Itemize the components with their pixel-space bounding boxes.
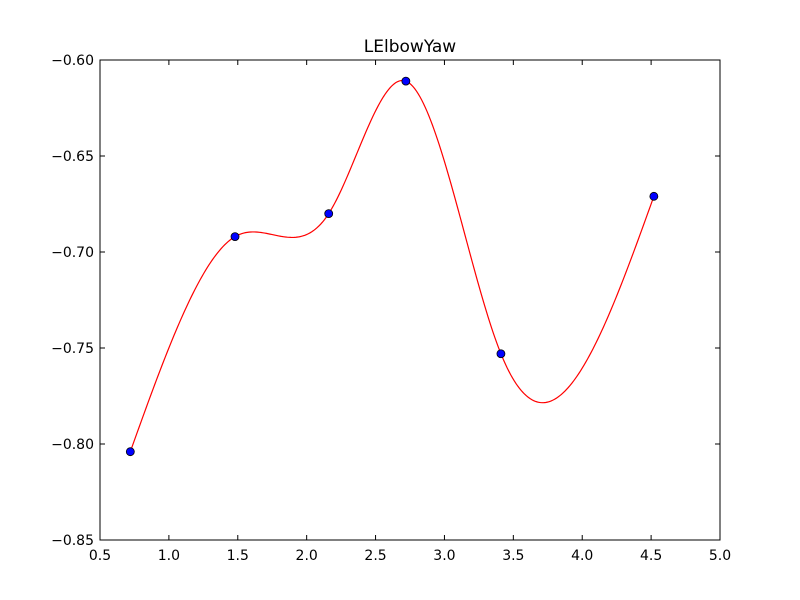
x-tick-label: 4.5 <box>640 548 662 564</box>
x-axis: 0.5 1.0 1.5 2.0 2.5 3.0 3.5 4.0 4.5 5.0 <box>89 60 731 564</box>
chart-title: LElbowYaw <box>364 37 456 57</box>
plot-frame <box>99 59 721 541</box>
x-tick-label: 0.5 <box>89 548 111 564</box>
curve-layer <box>129 79 655 452</box>
x-tick-label: 5.0 <box>709 548 731 564</box>
data-point <box>125 447 135 457</box>
x-tick-label: 2.5 <box>364 548 386 564</box>
y-tick-label: −0.75 <box>51 341 94 357</box>
x-tick-label: 4.0 <box>571 548 593 564</box>
x-tick-label: 2.0 <box>296 548 318 564</box>
y-tick-label: −0.60 <box>51 53 94 69</box>
x-tick-label: 3.0 <box>433 548 455 564</box>
series-curve <box>129 79 655 452</box>
x-tick-label: 1.5 <box>227 548 249 564</box>
y-tick-label: −0.70 <box>51 245 94 261</box>
data-point <box>496 349 506 359</box>
y-tick-label: −0.65 <box>51 149 94 165</box>
y-tick-label: −0.85 <box>51 533 94 549</box>
data-point <box>230 232 240 242</box>
data-point <box>324 209 334 219</box>
y-axis: −0.85 −0.80 −0.75 −0.70 −0.65 −0.60 <box>51 53 720 549</box>
data-point <box>401 76 411 86</box>
x-tick-label: 1.0 <box>158 548 180 564</box>
marker-layer <box>125 76 659 457</box>
y-tick-label: −0.80 <box>51 437 94 453</box>
data-point <box>649 191 659 201</box>
x-tick-label: 3.5 <box>502 548 524 564</box>
